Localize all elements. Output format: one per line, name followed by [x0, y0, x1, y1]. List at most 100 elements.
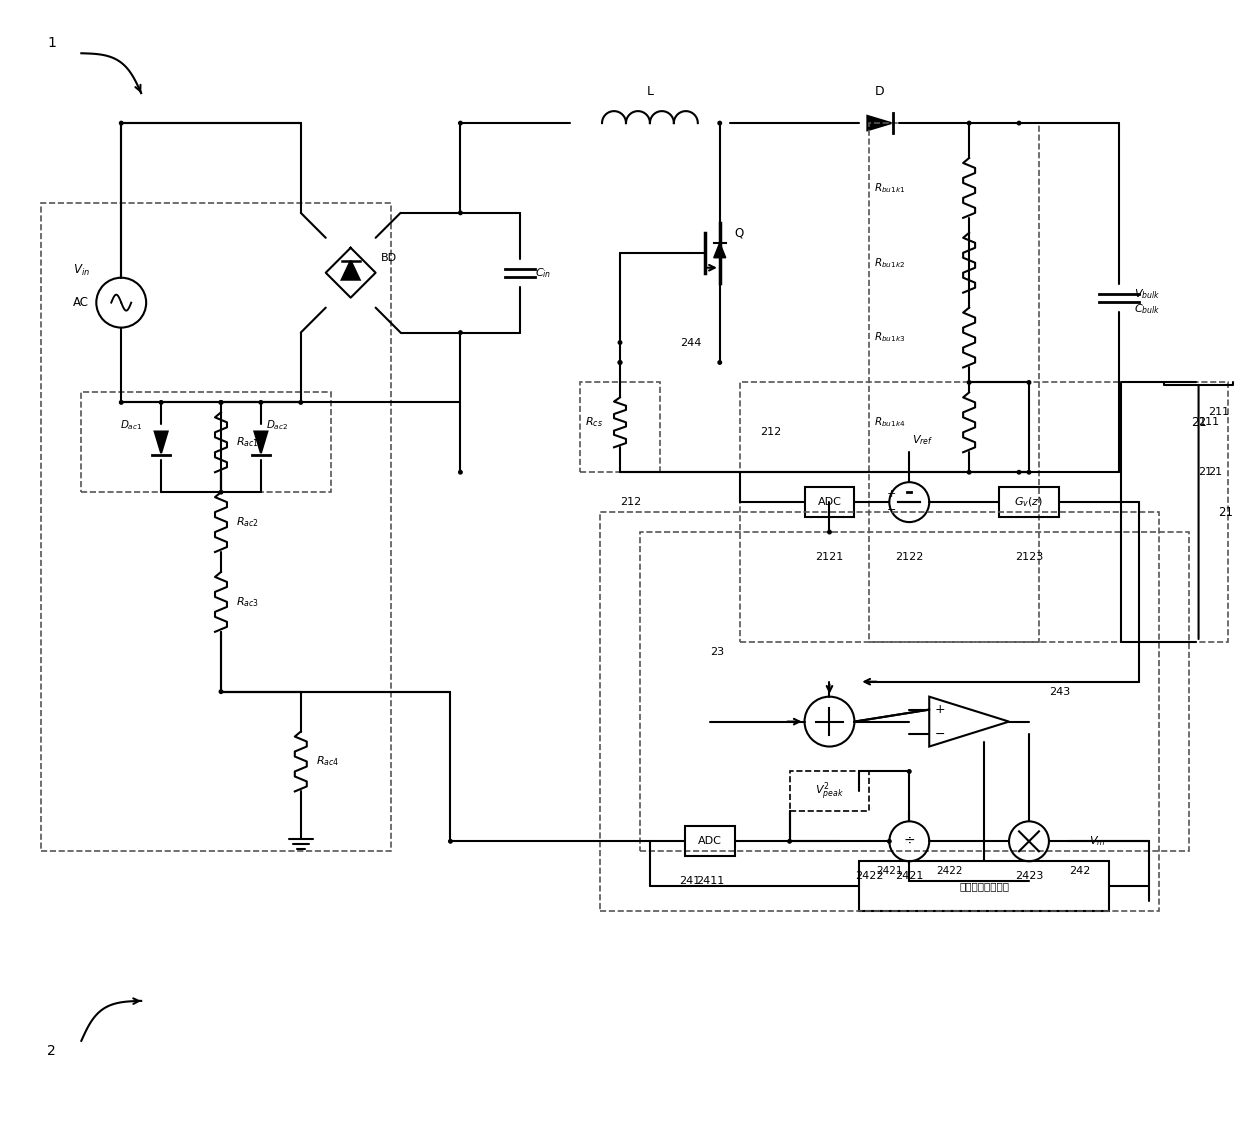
- Circle shape: [718, 361, 722, 365]
- Circle shape: [1027, 470, 1030, 473]
- Text: 211: 211: [1209, 407, 1230, 417]
- Text: $V_{ref}$: $V_{ref}$: [913, 433, 934, 448]
- Text: AC: AC: [73, 296, 89, 310]
- Text: −: −: [934, 727, 945, 741]
- Bar: [41, 203, 391, 852]
- Text: $V_{bulk}$: $V_{bulk}$: [1133, 287, 1161, 302]
- Text: ADC: ADC: [698, 836, 722, 846]
- Text: 关断时间调节单元: 关断时间调节单元: [959, 881, 1009, 891]
- Text: $R_{bu1k4}$: $R_{bu1k4}$: [874, 415, 905, 430]
- Circle shape: [119, 401, 123, 404]
- Bar: [869, 123, 1039, 642]
- Bar: [640, 532, 1189, 852]
- Text: 2123: 2123: [1014, 552, 1043, 562]
- Text: L: L: [646, 85, 653, 98]
- Bar: [684, 826, 735, 856]
- Circle shape: [1017, 121, 1021, 125]
- Bar: [600, 512, 1158, 911]
- Text: 244: 244: [680, 338, 702, 348]
- Text: +: +: [934, 702, 945, 716]
- Circle shape: [888, 839, 892, 843]
- Bar: [580, 383, 660, 472]
- Circle shape: [1027, 380, 1030, 384]
- Circle shape: [908, 770, 911, 773]
- Circle shape: [119, 121, 123, 125]
- Text: 21: 21: [1209, 467, 1223, 477]
- Polygon shape: [714, 242, 725, 258]
- Bar: [859, 862, 1109, 911]
- Text: $R_{ac3}$: $R_{ac3}$: [236, 595, 259, 609]
- Circle shape: [459, 470, 463, 473]
- Text: +: +: [887, 489, 897, 499]
- Text: 2121: 2121: [816, 552, 843, 562]
- Bar: [805, 487, 854, 517]
- Text: $R_{cs}$: $R_{cs}$: [585, 415, 603, 430]
- Circle shape: [828, 531, 831, 534]
- Circle shape: [459, 211, 463, 214]
- Text: 243: 243: [1049, 687, 1070, 697]
- Text: $R_{bu1k2}$: $R_{bu1k2}$: [874, 256, 905, 269]
- Text: 2411: 2411: [696, 876, 724, 886]
- Circle shape: [619, 341, 621, 344]
- Circle shape: [459, 121, 463, 125]
- Text: 2423: 2423: [1014, 871, 1043, 881]
- Circle shape: [967, 470, 971, 473]
- Circle shape: [619, 361, 621, 365]
- Text: $R_{bu1k1}$: $R_{bu1k1}$: [874, 181, 905, 195]
- Text: D: D: [874, 85, 884, 98]
- Text: 212: 212: [760, 427, 781, 438]
- Text: 21: 21: [1219, 506, 1234, 518]
- Circle shape: [1017, 470, 1021, 473]
- Polygon shape: [342, 260, 360, 279]
- Circle shape: [160, 401, 162, 404]
- Text: 2421: 2421: [877, 866, 903, 876]
- Text: 212: 212: [620, 497, 641, 507]
- Bar: [790, 772, 869, 811]
- Circle shape: [219, 401, 223, 404]
- Polygon shape: [868, 116, 892, 130]
- Text: $V_m$: $V_m$: [1089, 835, 1106, 848]
- Text: 2: 2: [47, 1043, 56, 1058]
- Circle shape: [219, 690, 223, 693]
- Text: 242: 242: [1069, 866, 1090, 876]
- Text: $C_{in}$: $C_{in}$: [536, 266, 552, 279]
- Text: −: −: [887, 505, 897, 515]
- Circle shape: [967, 121, 971, 125]
- Bar: [999, 487, 1059, 517]
- Text: $D_{ac2}$: $D_{ac2}$: [265, 419, 288, 432]
- Polygon shape: [254, 432, 268, 453]
- Text: $R_{ac2}$: $R_{ac2}$: [236, 515, 259, 528]
- Circle shape: [299, 401, 303, 404]
- Circle shape: [967, 380, 971, 384]
- Text: $G_v(z)$: $G_v(z)$: [1014, 495, 1044, 509]
- Text: Q: Q: [735, 227, 744, 239]
- Text: $V_{peak}^2$: $V_{peak}^2$: [815, 780, 844, 802]
- Text: $D_{ac1}$: $D_{ac1}$: [120, 419, 143, 432]
- Circle shape: [449, 839, 453, 843]
- Circle shape: [219, 401, 223, 404]
- Text: ADC: ADC: [817, 497, 842, 507]
- Text: 2422: 2422: [856, 871, 884, 881]
- Circle shape: [459, 331, 463, 334]
- Bar: [82, 393, 331, 493]
- Text: BD: BD: [381, 252, 397, 263]
- Circle shape: [259, 401, 263, 404]
- Text: $C_{bulk}$: $C_{bulk}$: [1133, 303, 1161, 316]
- Text: 1: 1: [47, 36, 56, 50]
- Circle shape: [619, 361, 621, 365]
- Bar: [740, 383, 1229, 642]
- Text: ÷: ÷: [904, 835, 915, 848]
- Text: $R_{ac1}$: $R_{ac1}$: [236, 435, 259, 449]
- Text: 21: 21: [1190, 416, 1207, 429]
- Text: 2421: 2421: [895, 871, 924, 881]
- Text: 2422: 2422: [936, 866, 962, 876]
- Text: 21: 21: [1199, 467, 1213, 477]
- Circle shape: [219, 490, 223, 494]
- Circle shape: [718, 121, 722, 125]
- Text: $R_{ac4}$: $R_{ac4}$: [316, 755, 339, 769]
- Text: 2122: 2122: [895, 552, 924, 562]
- Circle shape: [787, 839, 791, 843]
- Text: 241: 241: [680, 876, 701, 886]
- Text: 211: 211: [1199, 417, 1220, 427]
- Text: $R_{bu1k3}$: $R_{bu1k3}$: [874, 331, 905, 344]
